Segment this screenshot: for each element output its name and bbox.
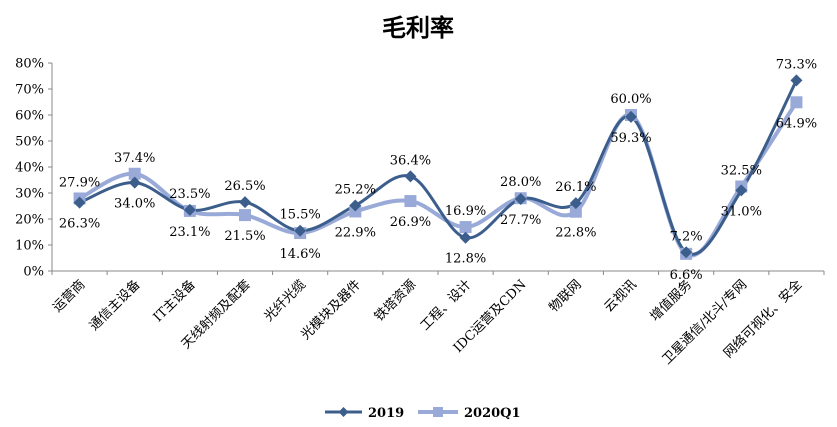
data-label-2019: 59.3% xyxy=(610,131,651,146)
x-category-label: 运营商 xyxy=(50,277,88,315)
data-label-2019: 26.1% xyxy=(555,180,596,195)
x-category-label: 物联网 xyxy=(546,277,584,315)
x-category-label: 云视讯 xyxy=(602,277,640,315)
data-label-2020Q1: 27.9% xyxy=(59,175,100,190)
data-point-2019 xyxy=(404,170,417,183)
data-label-2019: 25.2% xyxy=(335,182,376,197)
x-category-label: 通信主设备 xyxy=(86,277,143,334)
x-category-label: 光纤光缆 xyxy=(261,277,309,325)
data-point-2019 xyxy=(514,192,527,205)
data-point-2020Q1 xyxy=(404,195,417,208)
data-point-2019 xyxy=(183,203,196,216)
y-tick-label: 50% xyxy=(15,135,44,150)
data-label-2020Q1: 23.1% xyxy=(169,225,210,240)
y-tick-label: 40% xyxy=(15,161,44,176)
data-label-2019: 73.3% xyxy=(776,57,817,72)
data-point-2020Q1 xyxy=(128,167,141,180)
data-label-2019: 15.5% xyxy=(279,208,320,223)
data-point-2019 xyxy=(128,176,141,189)
data-label-2020Q1: 64.9% xyxy=(776,116,817,131)
legend-marker-2019 xyxy=(338,407,349,417)
data-label-2019: 7.2% xyxy=(670,229,703,244)
data-label-2020Q1: 28.0% xyxy=(500,175,541,190)
data-label-2020Q1: 22.9% xyxy=(335,225,376,240)
data-point-2019 xyxy=(680,246,693,259)
legend-marker-2020q1 xyxy=(433,407,443,417)
data-label-2020Q1: 16.9% xyxy=(445,204,486,219)
legend-label-2020q1: 2020Q1 xyxy=(464,406,521,421)
legend: 2019 2020Q1 xyxy=(325,406,521,421)
data-label-2019: 23.5% xyxy=(169,187,210,202)
y-tick-label: 60% xyxy=(15,109,44,124)
data-point-2020Q1 xyxy=(569,205,582,218)
data-label-2020Q1: 60.0% xyxy=(610,92,651,107)
data-point-2019 xyxy=(73,196,86,209)
data-label-2020Q1: 22.8% xyxy=(555,226,596,241)
x-category-label: 铁塔资源 xyxy=(372,277,419,324)
x-category-label: 工程、设计 xyxy=(418,277,475,334)
series-markers xyxy=(73,74,803,260)
data-label-2019: 27.7% xyxy=(500,213,541,228)
data-label-2019: 36.4% xyxy=(390,153,431,168)
data-label-2020Q1: 6.6% xyxy=(670,268,703,283)
data-label-2019: 12.8% xyxy=(445,252,486,267)
data-labels: 27.9% 26.3% 37.4% 34.0% 23.5% 23.1% 26.5% 21.5%… xyxy=(59,57,817,282)
x-category-label: IT主设备 xyxy=(150,277,199,326)
y-tick-label: 70% xyxy=(15,83,44,98)
x-category-label: 增值服务 xyxy=(647,277,695,325)
y-tick-label: 80% xyxy=(15,57,44,72)
data-label-2020Q1: 37.4% xyxy=(114,151,155,166)
y-tick-label: 10% xyxy=(15,239,44,254)
y-tick-label: 0% xyxy=(23,265,44,280)
data-point-2019 xyxy=(459,231,472,244)
data-label-2020Q1: 26.9% xyxy=(390,215,431,230)
data-point-2019 xyxy=(625,110,637,123)
data-label-2019: 26.3% xyxy=(59,217,100,232)
data-point-2019 xyxy=(735,184,748,197)
data-point-2020Q1 xyxy=(239,209,251,222)
chart-title: 毛利率 xyxy=(382,14,454,42)
data-label-2020Q1: 32.5% xyxy=(721,164,762,179)
data-label-2019: 34.0% xyxy=(114,197,155,212)
data-label-2019: 26.5% xyxy=(224,179,265,194)
legend-label-2019: 2019 xyxy=(368,406,404,421)
y-tick-label: 20% xyxy=(15,213,44,228)
data-point-2019 xyxy=(294,224,307,237)
y-tick-label: 30% xyxy=(15,187,44,202)
data-label-2020Q1: 21.5% xyxy=(224,229,265,244)
data-label-2020Q1: 14.6% xyxy=(279,247,320,262)
data-point-2020Q1 xyxy=(790,96,803,109)
data-label-2019: 31.0% xyxy=(721,204,762,219)
data-point-2019 xyxy=(349,199,362,212)
data-point-2019 xyxy=(790,74,803,87)
data-point-2019 xyxy=(569,197,582,210)
data-point-2020Q1 xyxy=(459,221,472,234)
data-point-2019 xyxy=(239,196,251,209)
